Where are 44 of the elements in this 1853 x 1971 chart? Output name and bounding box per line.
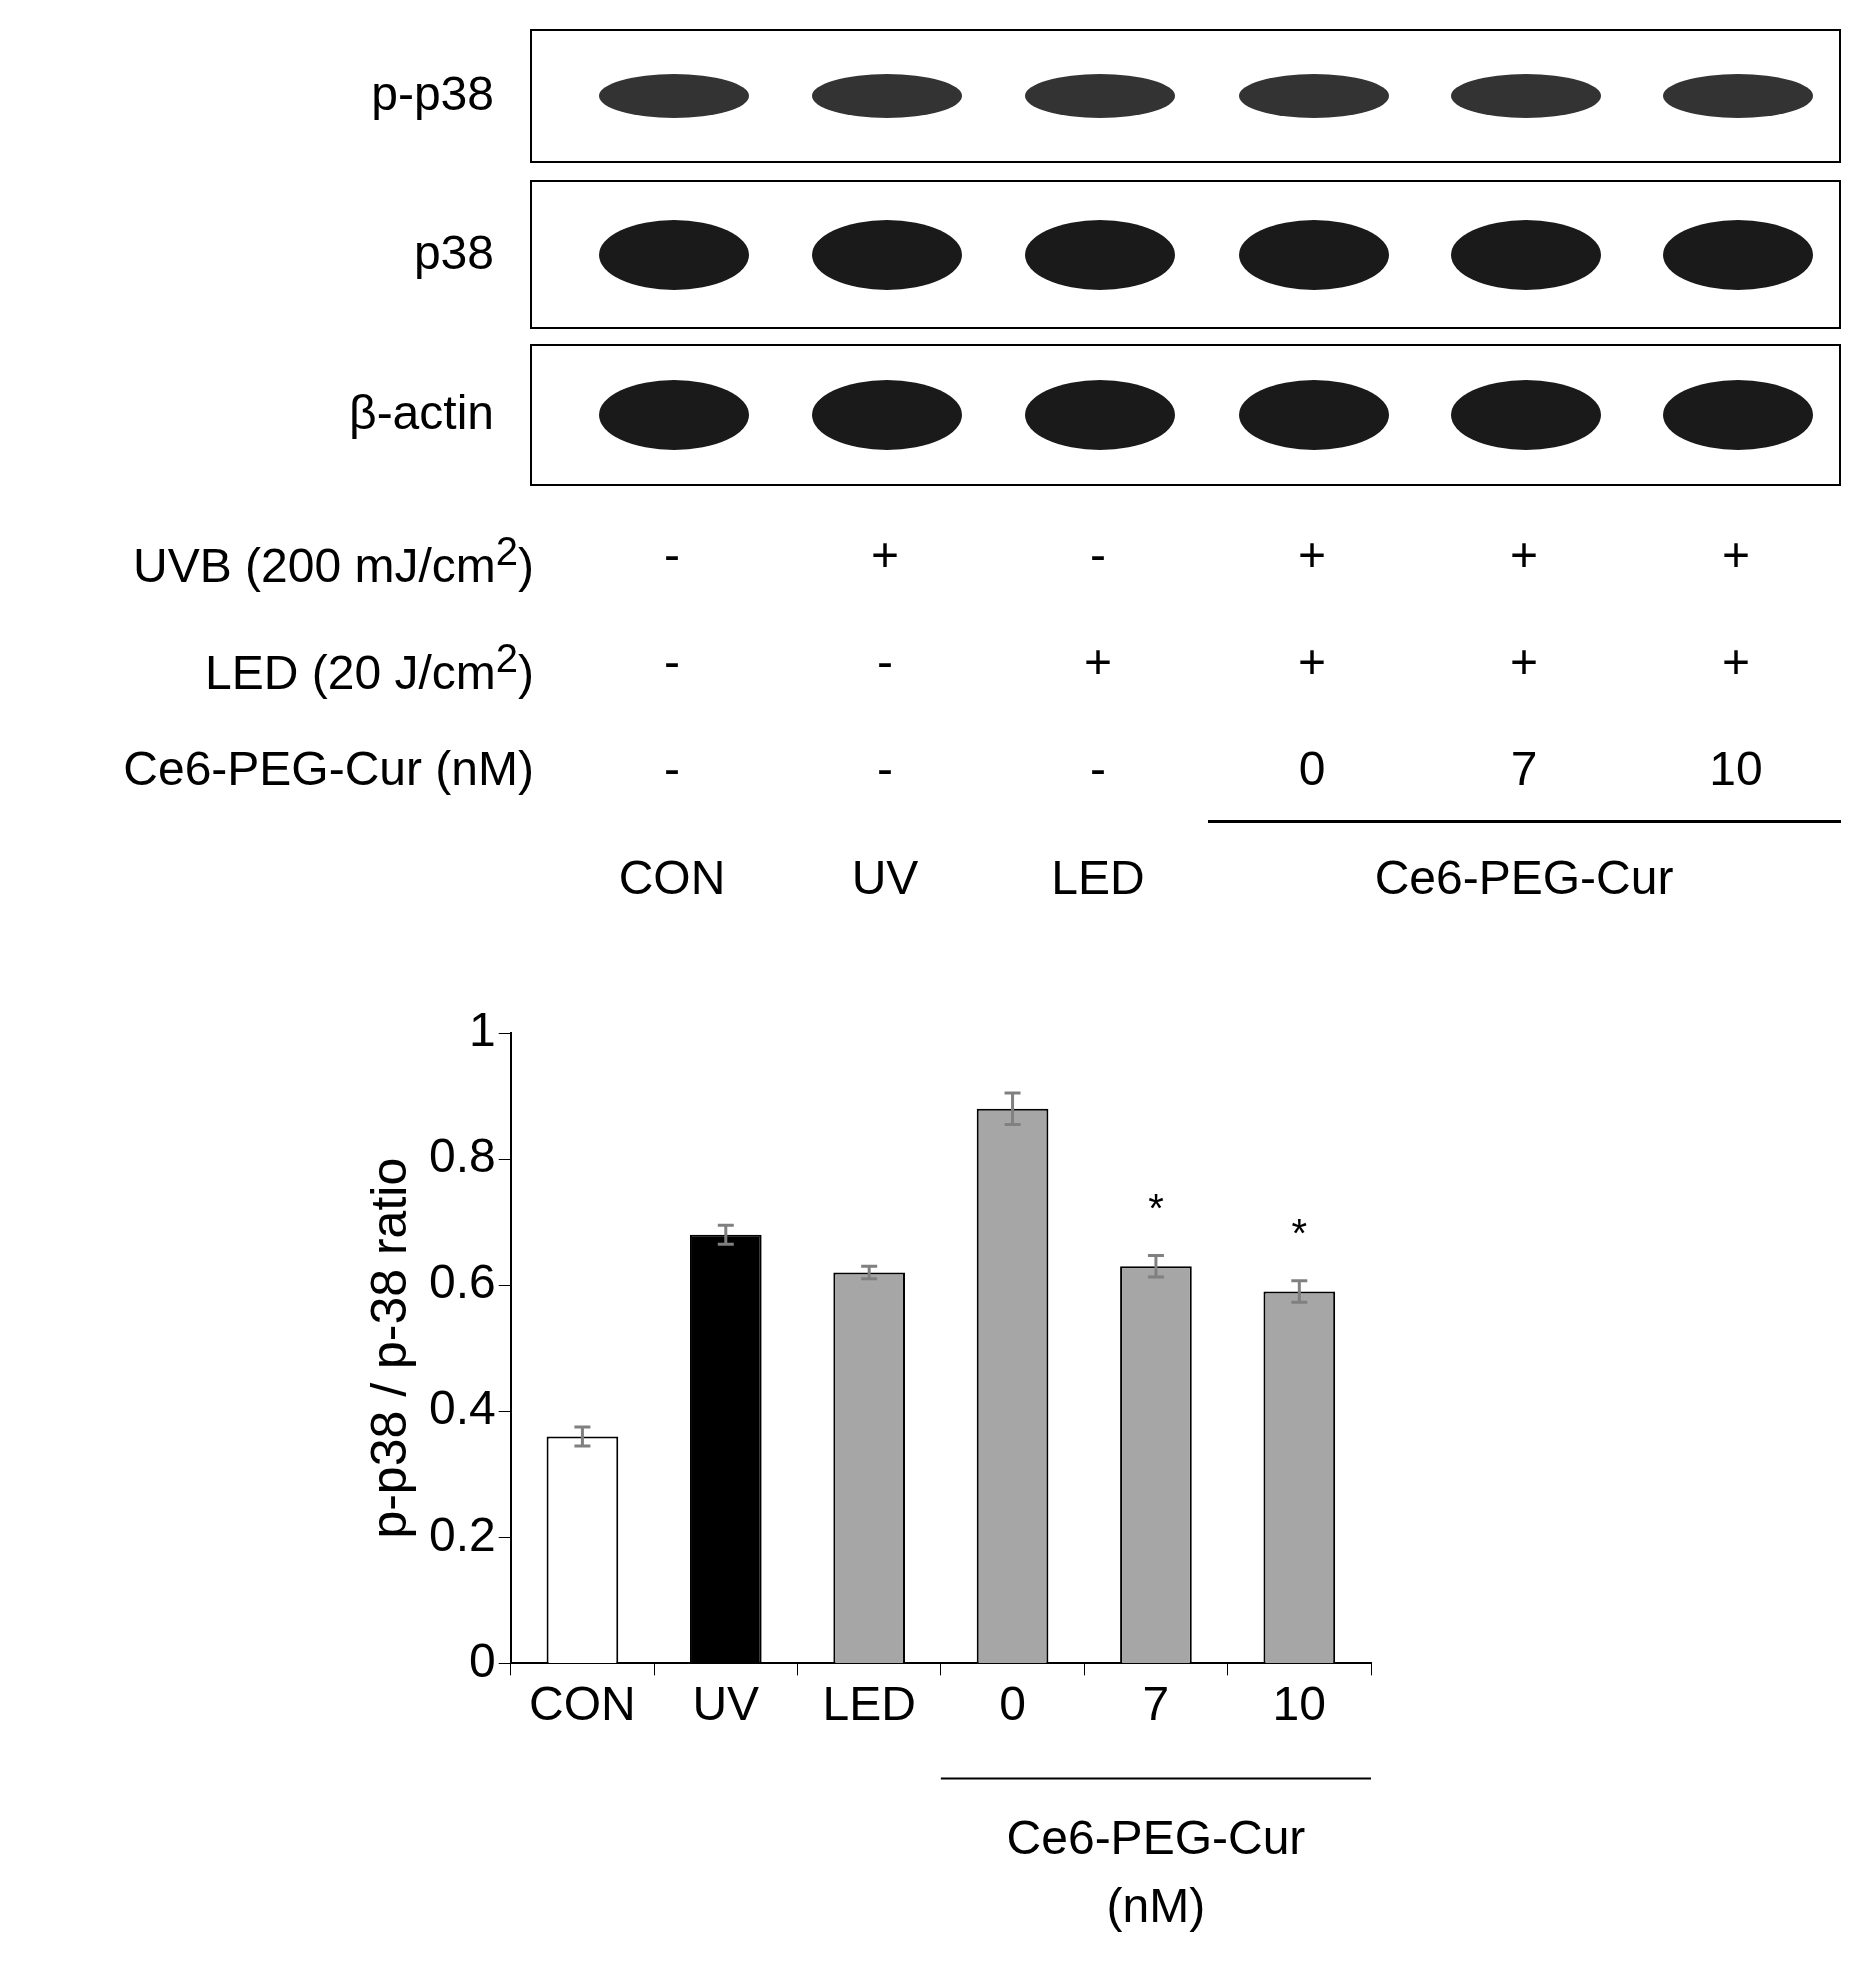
- y-tick-label: 0.8: [428, 1129, 496, 1183]
- text: CON: [618, 851, 726, 904]
- text: -: [664, 742, 680, 795]
- text: LED (20 J/cm$^{2}$): [205, 636, 534, 699]
- text: +: [1297, 528, 1327, 581]
- text: +: [1509, 528, 1539, 581]
- y-tick-label: 0: [469, 1633, 496, 1687]
- text: UV: [851, 851, 919, 904]
- text: β-actin: [349, 386, 494, 439]
- x-tick-label: CON: [529, 1677, 636, 1731]
- y-tick-label: 0.6: [428, 1255, 496, 1309]
- text: UVB (200 mJ/cm$^{2}$): [133, 529, 534, 592]
- text: p38: [413, 225, 494, 279]
- text: -: [664, 635, 680, 688]
- text: 7: [1510, 742, 1538, 795]
- text: -: [877, 742, 893, 795]
- text: +: [1721, 635, 1751, 688]
- text: +: [1297, 635, 1327, 688]
- y-tick-label: 0.4: [428, 1381, 496, 1435]
- text: Ce6-PEG-Cur: [1374, 851, 1674, 904]
- annotation: *: [1291, 1210, 1308, 1255]
- text: +: [1721, 528, 1751, 581]
- y-tick-label: 0.2: [428, 1507, 496, 1561]
- x-tick-label: LED: [822, 1677, 916, 1731]
- text: p-p38: [371, 67, 494, 120]
- text: 10: [1709, 742, 1763, 795]
- x-tick-label: 0: [999, 1677, 1026, 1731]
- text: -: [877, 635, 893, 688]
- text: 0: [1298, 742, 1326, 795]
- text: Ce6-PEG-Cur (nM): [123, 742, 534, 795]
- annotation: *: [1148, 1185, 1164, 1230]
- x-tick-label: 10: [1272, 1677, 1327, 1731]
- text: +: [1509, 635, 1539, 688]
- x-tick-label: 7: [1142, 1677, 1170, 1731]
- x-axis-title: Ce6-PEG-Cur (nM): [1006, 1810, 1306, 1932]
- y-axis-title: p-p38 / p-38 ratio: [360, 1157, 417, 1539]
- text: -: [1090, 742, 1106, 795]
- text: -: [1090, 528, 1106, 581]
- text: +: [870, 528, 900, 581]
- text: +: [1083, 635, 1113, 688]
- text: -: [664, 528, 680, 581]
- y-tick-label: 1: [469, 1003, 496, 1057]
- text: LED: [1051, 851, 1145, 904]
- x-tick-label: UV: [692, 1677, 760, 1731]
